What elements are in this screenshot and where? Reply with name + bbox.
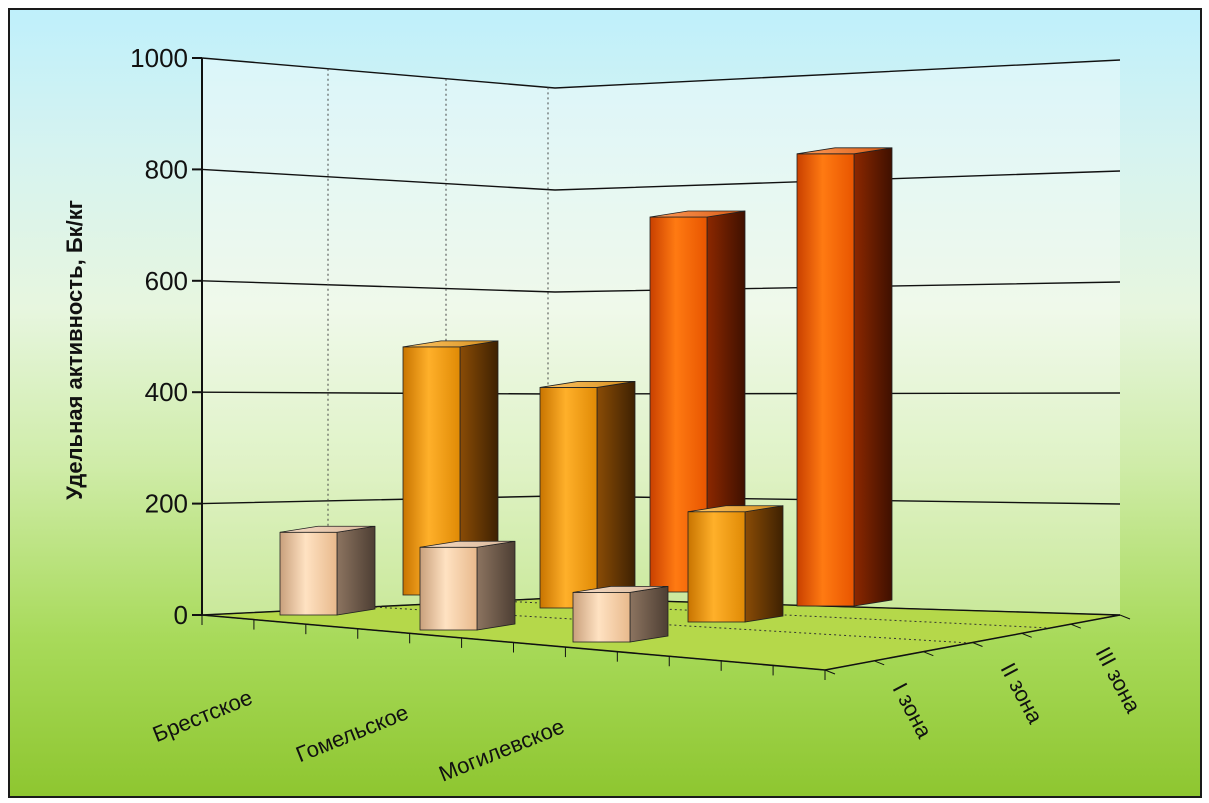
bar-1-1 (539, 380, 636, 609)
bar-top-0-2 (572, 585, 669, 593)
bar-top-1-2 (687, 505, 784, 513)
bar-chart-3d: 0 200 400 600 800 1000 Брестское Гомельское Моги… (62, 43, 1147, 786)
bar-side-1-2 (744, 505, 784, 623)
bar-side-0-2 (629, 585, 669, 643)
depth-tick-3 (972, 642, 983, 647)
depth-tick-0 (824, 669, 836, 675)
gridline-1000 (201, 57, 1121, 89)
category-label-0: Брестское (149, 684, 256, 747)
bar-front-1-1 (539, 387, 598, 609)
bar-top-1-0 (402, 340, 499, 348)
depth-tick-4 (1021, 632, 1032, 638)
depth-tick-6 (1119, 614, 1131, 620)
y-axis-title: Удельная активность, Бк/кг (62, 200, 87, 500)
bar-side-0-1 (476, 540, 516, 631)
bar-front-2-1 (796, 153, 855, 607)
bar-0-1 (419, 540, 516, 631)
bar-2-1 (796, 147, 893, 607)
y-tick-label-800: 800 (145, 154, 188, 184)
y-tick-label-200: 200 (145, 489, 188, 519)
bar-front-0-2 (572, 591, 631, 643)
y-tick-label-600: 600 (145, 266, 188, 296)
y-tick-label-400: 400 (145, 377, 188, 407)
bar-2-0 (649, 210, 746, 593)
bar-top-0-0 (279, 525, 376, 533)
y-tick-label-1000: 1000 (130, 43, 188, 73)
bar-side-0-0 (336, 525, 376, 616)
gridline-600 (201, 280, 1121, 293)
bar-front-0-1 (419, 546, 478, 631)
bar-front-1-2 (687, 511, 746, 623)
bar-top-2-0 (649, 210, 746, 218)
bar-0-2 (572, 585, 669, 643)
bar-top-1-1 (539, 381, 636, 388)
series-label-2: III зона (1091, 643, 1147, 718)
category-label-1: Гомельское (292, 699, 412, 767)
y-tick-label-0: 0 (174, 600, 188, 630)
bar-0-0 (279, 525, 376, 616)
depth-tick-5 (1070, 623, 1082, 629)
series-label-0: I зона (888, 679, 938, 743)
gridline-800 (201, 168, 1121, 191)
bar-top-0-1 (419, 540, 516, 548)
depth-tick-1 (873, 660, 885, 666)
bar-side-2-1 (853, 147, 893, 607)
bar-side-1-1 (596, 380, 636, 609)
chart-frame: 0 200 400 600 800 1000 Брестское Гомельское Моги… (8, 8, 1202, 798)
depth-tick-2 (923, 651, 934, 657)
category-label-2: Могилевское (435, 713, 568, 786)
series-label-1: II зона (996, 659, 1049, 729)
bar-1-2 (687, 505, 784, 623)
bar-front-0-0 (279, 531, 338, 616)
bar-top-2-1 (796, 147, 893, 155)
